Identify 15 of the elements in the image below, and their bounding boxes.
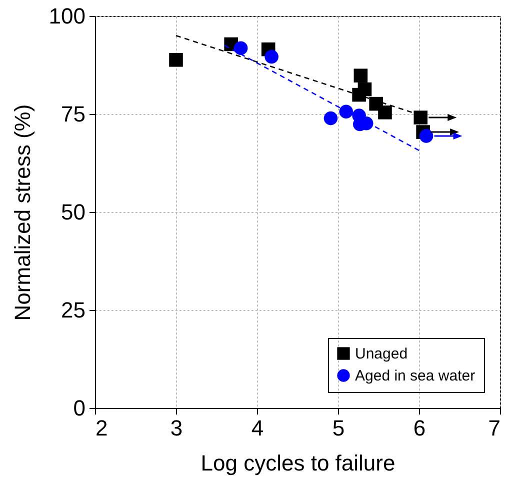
x-tick-label: 6 — [413, 416, 426, 440]
y-tick-label: 50 — [61, 200, 86, 224]
y-tick-label: 25 — [61, 298, 86, 322]
x-tick-label: 5 — [332, 416, 345, 440]
x-tick-label: 7 — [488, 416, 500, 440]
y-tick-label: 100 — [48, 4, 86, 28]
x-tick-label: 3 — [170, 416, 183, 440]
y-tick-label: 75 — [61, 102, 86, 126]
legend-label: Unaged — [355, 346, 408, 362]
x-tick-label: 4 — [251, 416, 264, 440]
y-axis-title: Normalized stress (%) — [10, 104, 35, 321]
y-tick-label: 0 — [73, 396, 86, 420]
legend-label: Aged in sea water — [355, 368, 476, 384]
x-axis-title: Log cycles to failure — [200, 450, 396, 476]
x-tick-label: 2 — [96, 416, 108, 440]
